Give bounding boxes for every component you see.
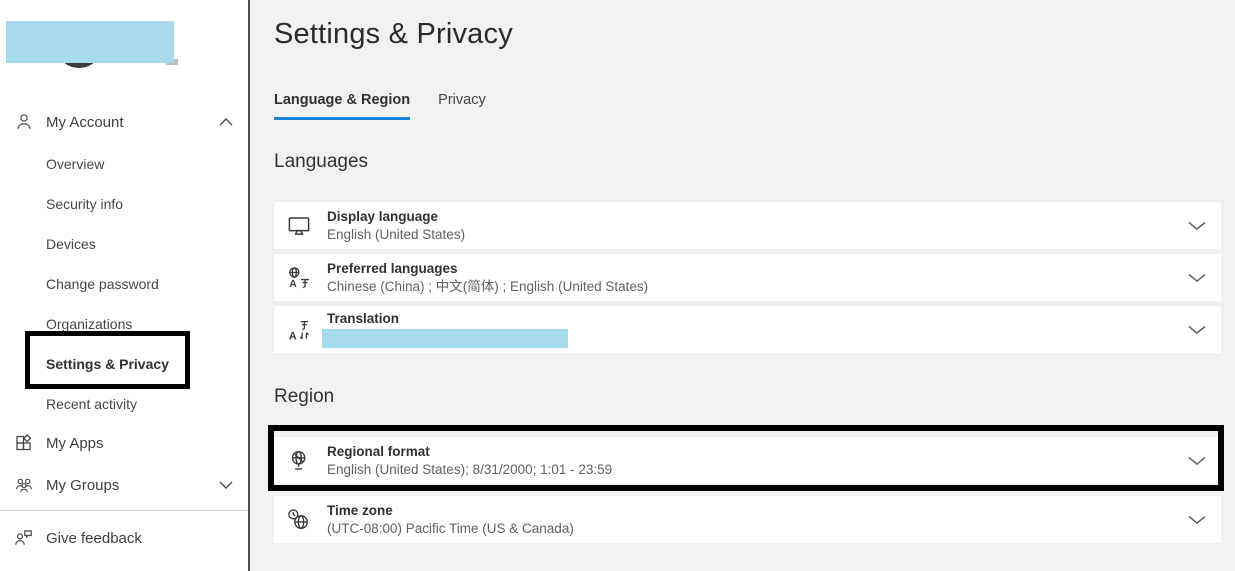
row-title: Display language xyxy=(327,209,439,224)
sidebar-item-recent-activity[interactable]: Recent activity xyxy=(46,396,138,412)
sidebar-item-my-apps[interactable]: My Apps xyxy=(0,425,248,461)
settings-row-display-language[interactable]: Display language English (United States) xyxy=(274,202,1221,249)
sidebar-item-change-password[interactable]: Change password xyxy=(46,276,159,292)
svg-text:A: A xyxy=(289,330,297,341)
value-redaction-overlay xyxy=(322,329,568,348)
time-zone-icon xyxy=(287,508,311,532)
chevron-down-icon[interactable] xyxy=(1187,455,1207,466)
translation-icon: A xyxy=(287,318,311,342)
tab-privacy[interactable]: Privacy xyxy=(438,92,486,108)
row-title: Translation xyxy=(327,311,400,326)
sidebar-item-label: Give feedback xyxy=(46,529,142,547)
regional-format-icon xyxy=(287,449,311,473)
row-title: Preferred languages xyxy=(327,261,458,276)
chevron-up-icon[interactable] xyxy=(218,117,234,127)
section-heading: Languages xyxy=(274,151,369,172)
tab-bar: Language & Region Privacy xyxy=(274,92,486,120)
row-value: (UTC-08:00) Pacific Time (US & Canada) xyxy=(327,521,574,536)
tab-language-region[interactable]: Language & Region xyxy=(274,92,411,120)
sidebar-item-my-groups[interactable]: My Groups xyxy=(0,467,248,503)
apps-icon xyxy=(14,433,34,453)
person-icon xyxy=(14,112,34,132)
settings-row-translation[interactable]: A Translation xyxy=(274,306,1221,353)
row-value: Chinese (China) ; 中文(简体) ; English (Unit… xyxy=(327,279,649,294)
settings-row-time-zone[interactable]: Time zone (UTC-08:00) Pacific Time (US & … xyxy=(274,496,1221,543)
row-text: Time zone (UTC-08:00) Pacific Time (US & … xyxy=(327,503,574,536)
row-text: Display language English (United States) xyxy=(327,209,465,242)
feedback-icon xyxy=(14,528,34,548)
row-text: Translation xyxy=(322,311,568,348)
chevron-down-icon[interactable] xyxy=(1187,272,1207,283)
row-title: Time zone xyxy=(327,503,393,518)
sidebar-item-give-feedback[interactable]: Give feedback xyxy=(0,520,248,556)
display-language-icon xyxy=(287,214,311,238)
row-value: English (United States) xyxy=(327,227,466,242)
preferred-languages-icon: A xyxy=(287,266,311,290)
row-title: Regional format xyxy=(327,444,430,459)
row-text: Regional format English (United States); … xyxy=(327,444,612,477)
profile-redaction-overlay xyxy=(6,21,174,63)
sidebar-item-security-info[interactable]: Security info xyxy=(46,196,124,212)
sidebar-item-label: My Groups xyxy=(46,476,120,494)
account-subnav: Overview Security info Devices Change passw… xyxy=(0,144,248,424)
sidebar-item-my-account[interactable]: My Account xyxy=(0,104,248,140)
people-icon xyxy=(14,475,34,495)
svg-text:A: A xyxy=(289,279,297,290)
section-region: Region Regional format English (United Sta… xyxy=(268,386,1224,543)
chevron-down-icon[interactable] xyxy=(1187,514,1207,525)
chevron-down-icon[interactable] xyxy=(1187,220,1207,231)
settings-row-preferred-languages[interactable]: A Preferred languages Chinese (China) ; 中文… xyxy=(274,254,1221,301)
sidebar-item-settings-privacy[interactable]: Settings & Privacy xyxy=(46,356,169,372)
section-heading: Region xyxy=(274,386,335,407)
sidebar-item-label: My Apps xyxy=(46,434,104,452)
sidebar-item-overview[interactable]: Overview xyxy=(46,156,105,172)
settings-row-regional-format[interactable]: Regional format English (United States); … xyxy=(268,425,1224,491)
settings-sections: Languages Display language English (United… xyxy=(268,151,1224,548)
sidebar: My Account Overview Security info Devices C… xyxy=(0,0,250,571)
section-languages: Languages Display language English (United… xyxy=(274,151,1221,353)
sidebar-item-label: My Account xyxy=(46,113,124,131)
row-text: Preferred languages Chinese (China) ; 中文(… xyxy=(327,261,648,294)
chevron-down-icon[interactable] xyxy=(218,480,234,490)
sidebar-item-devices[interactable]: Devices xyxy=(46,236,96,252)
page-title: Settings & Privacy xyxy=(274,18,513,50)
sidebar-item-organizations[interactable]: Organizations xyxy=(46,316,133,332)
row-value: English (United States); 8/31/2000; 1:01… xyxy=(327,462,613,477)
sidebar-divider xyxy=(0,510,248,511)
chevron-down-icon[interactable] xyxy=(1187,324,1207,335)
